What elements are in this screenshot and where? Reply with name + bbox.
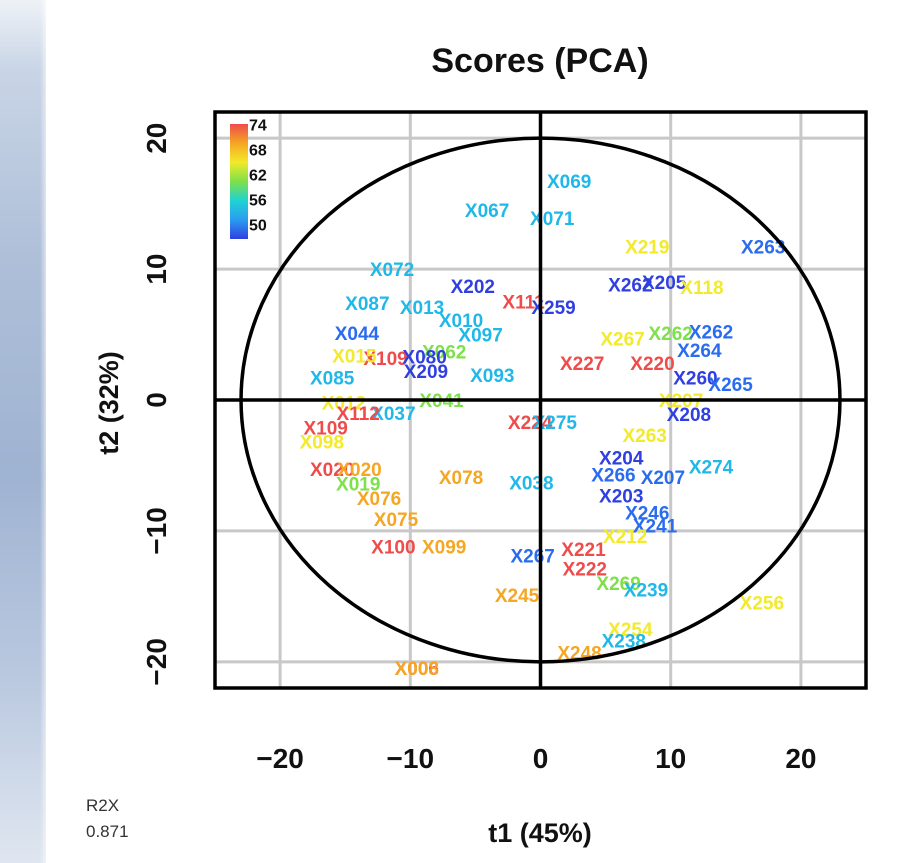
point-label: X220 — [630, 354, 674, 375]
point-label: X265 — [708, 375, 753, 396]
point-label: X259 — [531, 298, 575, 319]
point-label: X067 — [465, 201, 509, 222]
point-label: X241 — [633, 516, 678, 537]
point-label: X208 — [667, 405, 711, 426]
point-label: X037 — [371, 404, 415, 425]
point-label: X087 — [345, 294, 389, 315]
point-label: X227 — [560, 354, 604, 375]
chart-title: Scores (PCA) — [431, 42, 648, 80]
point-label: X209 — [404, 362, 448, 383]
point-label: X100 — [371, 537, 415, 558]
point-label: X222 — [563, 560, 607, 581]
y-tick-label: 20 — [141, 123, 172, 154]
point-label: X221 — [561, 540, 606, 561]
point-label: X246 — [625, 503, 669, 524]
point-label: X239 — [624, 581, 668, 602]
point-label: X071 — [530, 209, 575, 230]
point-label: X245 — [495, 586, 540, 607]
point-label: X274 — [689, 458, 734, 479]
point-label: X076 — [357, 489, 401, 510]
point-label: X275 — [533, 413, 578, 434]
point-label: X263 — [741, 238, 785, 259]
y-tick-label: −20 — [141, 638, 172, 686]
point-label: X019 — [336, 475, 380, 496]
point-label: X072 — [370, 260, 414, 281]
point-label: X109 — [303, 418, 347, 439]
x-tick-label: −10 — [387, 743, 435, 774]
point-label: X085 — [310, 369, 355, 390]
point-label: X260 — [673, 369, 717, 390]
colorbar-label: 62 — [249, 168, 267, 185]
y-axis-label: t2 (32%) — [94, 351, 124, 455]
point-label: X267 — [511, 547, 555, 568]
point-label: X044 — [335, 324, 380, 345]
colorbar-label: 68 — [249, 143, 267, 160]
point-label: X203 — [599, 486, 643, 507]
point-label: X062 — [422, 342, 466, 363]
point-label: X212 — [603, 527, 647, 548]
plot-frame — [213, 110, 868, 690]
point-label: X097 — [458, 325, 502, 346]
point-label: X111 — [502, 293, 545, 314]
point-label: X008 — [395, 659, 439, 680]
point-label: X256 — [740, 594, 784, 615]
point-label: X266 — [591, 465, 635, 486]
x-tick-label: −20 — [256, 743, 304, 774]
x-axis-label: t1 (45%) — [488, 818, 592, 848]
point-label: X202 — [451, 277, 495, 298]
point-label: X269 — [596, 574, 640, 595]
point-label: X262 — [689, 323, 733, 344]
point-label: X205 — [642, 273, 687, 294]
point-label: X264 — [677, 341, 722, 362]
y-tick-label: −10 — [141, 507, 172, 555]
point-label: X020 — [337, 460, 381, 481]
side-panel — [0, 0, 46, 863]
r2x-label: R2X — [86, 796, 120, 815]
point-label: X254 — [608, 620, 653, 641]
point-label: X006 — [395, 659, 439, 680]
point-label: X069 — [547, 172, 591, 193]
y-tick-label: 10 — [141, 254, 172, 285]
x-tick-label: 20 — [785, 743, 816, 774]
colorbar-gradient — [230, 124, 248, 239]
point-label: X013 — [400, 298, 444, 319]
point-label: X112 — [337, 404, 380, 425]
point-label: X262 — [649, 324, 693, 345]
point-label: X020 — [310, 460, 354, 481]
point-label: X207 — [641, 468, 685, 489]
point-label: X075 — [374, 510, 419, 531]
point-label: X263 — [622, 426, 666, 447]
colorbar-label: 50 — [249, 218, 267, 235]
point-label: X093 — [470, 366, 514, 387]
point-label: X238 — [602, 632, 646, 653]
point-label: X015 — [332, 346, 377, 367]
point-label: X078 — [439, 468, 483, 489]
point-label: X262 — [608, 276, 652, 297]
axes-overlay — [213, 110, 868, 690]
point-label: X010 — [439, 311, 483, 332]
y-tick-label: 0 — [141, 392, 172, 408]
point-label: X098 — [300, 433, 344, 454]
point-label: X267 — [600, 329, 644, 350]
tick-labels: −20 −10 0 10 20 −20 −10 0 10 20 — [141, 123, 816, 774]
point-label: X219 — [625, 238, 669, 259]
x-tick-label: 0 — [533, 743, 549, 774]
colorbar-label: 56 — [249, 193, 267, 210]
colorbar-label: 74 — [249, 118, 267, 135]
point-label: X080 — [402, 348, 446, 369]
colorbar-legend: 74 68 62 56 50 — [230, 118, 267, 239]
r2x-value: 0.871 — [86, 822, 129, 841]
point-label: X118 — [680, 278, 723, 299]
point-label: X109 — [363, 349, 407, 370]
point-label: X204 — [599, 448, 644, 469]
x-tick-label: 10 — [655, 743, 686, 774]
confidence-ellipse — [239, 136, 842, 664]
point-label: X099 — [422, 537, 466, 558]
point-label: X038 — [509, 473, 553, 494]
